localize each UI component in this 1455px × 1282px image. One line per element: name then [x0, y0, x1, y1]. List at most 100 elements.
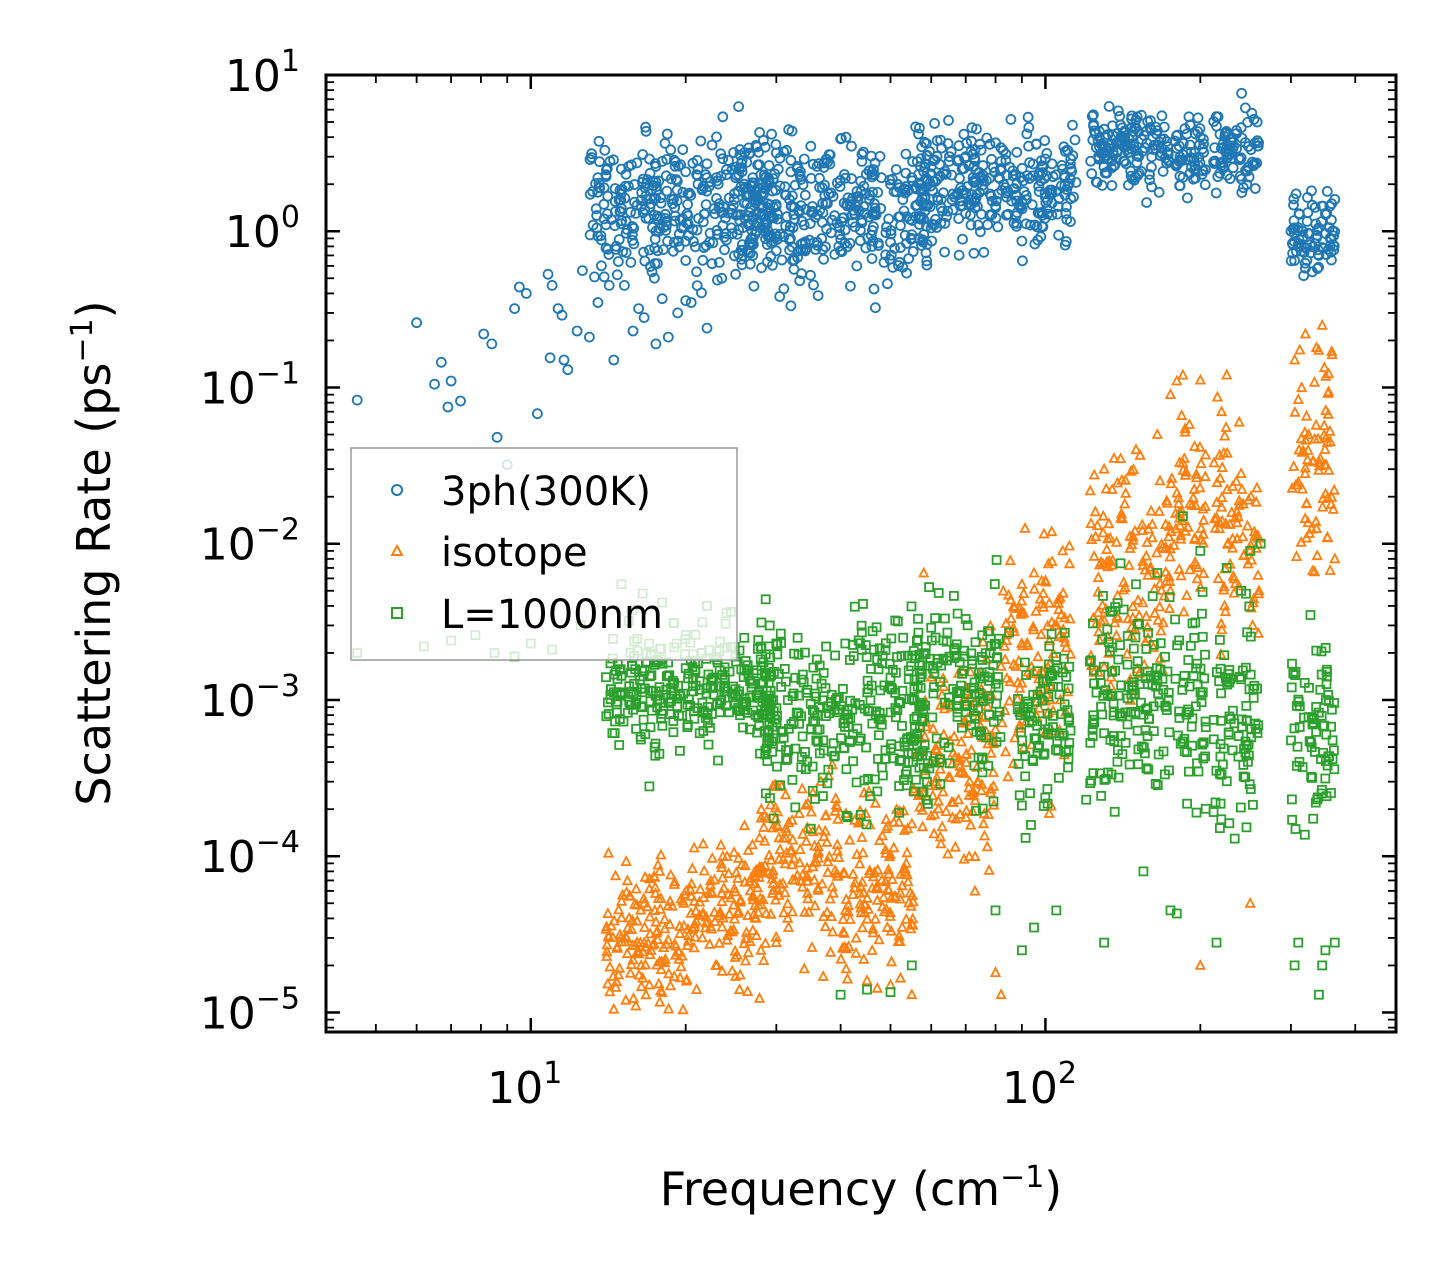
data-point	[1173, 497, 1185, 509]
data-point	[1142, 568, 1154, 580]
data-point	[685, 889, 697, 901]
data-point	[1301, 215, 1313, 227]
data-point	[869, 202, 881, 214]
data-point	[969, 196, 980, 208]
data-point	[1289, 723, 1300, 734]
data-point	[787, 775, 798, 785]
data-point	[703, 887, 715, 898]
data-point	[1151, 428, 1163, 439]
data-point	[884, 174, 896, 186]
data-point	[1245, 553, 1258, 565]
data-point	[847, 867, 859, 879]
data-point	[862, 675, 873, 686]
data-point	[673, 160, 684, 172]
data-point	[781, 745, 791, 755]
data-point	[666, 899, 678, 911]
data-point	[861, 974, 873, 985]
data-point	[1013, 759, 1024, 769]
data-point	[795, 173, 807, 185]
data-point	[985, 782, 997, 794]
data-point	[924, 201, 936, 213]
data-point	[1174, 154, 1186, 166]
data-point	[602, 977, 614, 989]
data-point	[778, 732, 789, 743]
data-point	[1194, 481, 1206, 493]
data-point	[867, 926, 879, 938]
data-point	[1108, 698, 1119, 709]
data-point	[668, 679, 678, 690]
data-point	[953, 751, 965, 763]
data-point	[746, 838, 759, 850]
data-point	[892, 935, 904, 946]
data-point	[761, 671, 772, 682]
data-point	[1317, 960, 1328, 971]
data-point	[1166, 472, 1178, 483]
data-point	[1132, 593, 1144, 605]
data-point	[1245, 546, 1256, 556]
data-point	[724, 707, 734, 718]
data-point	[960, 614, 971, 624]
data-point	[795, 200, 807, 212]
data-point	[1032, 697, 1042, 707]
data-point	[831, 694, 841, 705]
data-point	[624, 966, 637, 978]
data-point	[1288, 222, 1299, 234]
data-point	[609, 869, 622, 881]
data-point	[1046, 184, 1057, 196]
data-point	[1037, 695, 1048, 706]
data-point	[851, 848, 863, 859]
data-point	[1140, 704, 1151, 715]
data-point	[711, 224, 723, 236]
data-point	[809, 899, 821, 911]
data-point	[994, 633, 1004, 644]
plot-frame	[324, 73, 1398, 1034]
data-point	[590, 203, 602, 215]
data-point	[652, 702, 663, 713]
data-point	[1147, 641, 1160, 653]
data-point	[962, 727, 974, 738]
data-point	[1103, 517, 1115, 529]
data-point	[1287, 658, 1297, 669]
data-point	[721, 850, 733, 861]
data-point	[637, 687, 648, 698]
data-point	[705, 681, 716, 692]
data-point	[669, 160, 681, 172]
data-point	[1329, 552, 1341, 564]
data-point	[1199, 500, 1211, 512]
data-point	[776, 682, 786, 692]
data-point	[653, 175, 665, 187]
data-point	[1029, 238, 1041, 250]
data-point	[654, 864, 666, 876]
data-point	[1059, 169, 1070, 181]
data-point	[1063, 753, 1074, 764]
legend-item-isotope: isotope	[390, 530, 588, 576]
data-point	[668, 716, 679, 726]
data-point	[775, 780, 786, 791]
data-point	[1088, 665, 1099, 676]
data-point	[1136, 524, 1149, 535]
data-point	[794, 690, 804, 701]
data-point	[620, 885, 633, 897]
data-point	[899, 775, 909, 785]
data-point	[722, 867, 735, 879]
data-point	[1164, 727, 1175, 738]
data-point	[1294, 757, 1305, 767]
data-point	[770, 139, 782, 150]
data-point	[773, 831, 785, 843]
data-point	[1132, 656, 1143, 666]
data-point	[746, 177, 758, 189]
data-point	[1249, 183, 1261, 194]
data-point	[682, 722, 693, 732]
data-point	[766, 128, 777, 140]
data-point	[951, 639, 962, 650]
data-point	[1137, 559, 1149, 570]
data-point	[1145, 560, 1157, 572]
data-point	[1163, 687, 1174, 698]
data-point	[1048, 681, 1058, 692]
data-point	[638, 892, 650, 904]
data-point	[866, 169, 878, 181]
data-point	[1219, 429, 1231, 441]
data-point	[1042, 708, 1053, 719]
data-point	[1321, 667, 1332, 677]
data-point	[659, 208, 671, 220]
